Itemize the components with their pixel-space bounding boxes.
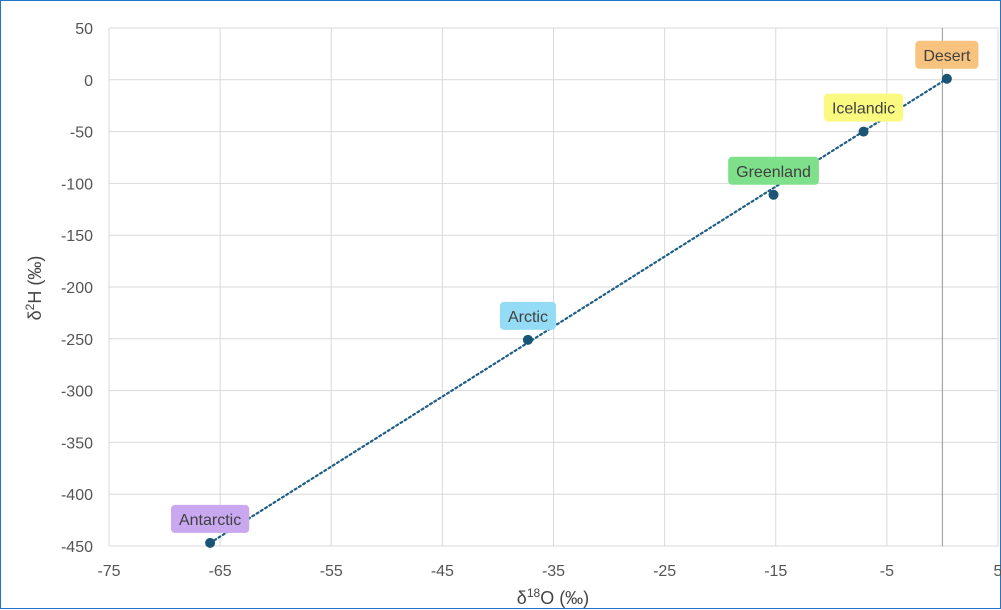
x-tick-label: -25 [653,563,676,580]
y-tick-label: -300 [61,384,93,401]
data-label-box-icelandic [823,93,904,122]
trend-layer [209,77,948,544]
data-label-text-desert: Desert [923,48,971,65]
y-tick-label: -50 [70,125,93,142]
y-tick-label: -150 [61,228,93,245]
data-label-box-arctic [499,301,556,330]
data-label-text-greenland: Greenland [736,164,811,181]
x-axis-title-rest: O (‰) [540,588,589,608]
y-tick-label: 0 [84,73,93,90]
data-label-box-greenland [728,156,819,185]
x-tick-label: -15 [764,563,787,580]
data-label-text-antarctic: Antarctic [179,512,241,529]
y-tick-label: -450 [61,539,93,556]
data-label-antarctic: Antarctic [170,504,250,533]
data-point-desert [941,73,952,84]
x-axis-title-sup: 18 [527,586,541,600]
x-tick-label: -35 [542,563,565,580]
x-tick-label: -55 [320,563,343,580]
data-label-arctic: Arctic [499,301,556,330]
data-point-arctic [522,334,533,345]
data-point-greenland [768,189,779,200]
data-label-desert: Desert [915,40,979,69]
y-tick-label: 50 [75,21,93,38]
data-point-icelandic [858,126,869,137]
x-tick-label: -75 [97,563,120,580]
data-label-box-desert [915,40,979,69]
x-axis-title: δ18O (‰) [517,586,589,608]
x-tick-label: -45 [431,563,454,580]
y-tick-label: -200 [61,280,93,297]
x-tick-label: -5 [880,563,894,580]
grid-layer [108,27,999,547]
data-label-greenland: Greenland [728,156,819,185]
point-layer [205,73,952,548]
y-tick-label: -250 [61,332,93,349]
y-axis-title: δ2H (‰) [23,256,45,321]
y-tick-label: -350 [61,435,93,452]
data-label-box-antarctic [170,504,250,533]
trendline [209,77,948,544]
data-label-text-icelandic: Icelandic [832,101,895,118]
y-axis-title-sup: 2 [23,303,37,310]
y-tick-label: -400 [61,487,93,504]
y-axis-title-rest: H (‰) [25,256,45,304]
x-tick-label: 5 [994,563,1001,580]
x-tick-label: -65 [209,563,232,580]
y-tick-label: -100 [61,176,93,193]
data-label-icelandic: Icelandic [823,93,904,122]
data-label-text-arctic: Arctic [508,309,548,326]
label-layer: Antarctic Arctic Greenland Icelandic Desert [170,40,979,533]
data-point-antarctic [205,537,216,548]
axis-layer: 50 0 -50 -100 -150 -200 -250 -300 -350 -400 -450-7… [61,21,1001,580]
